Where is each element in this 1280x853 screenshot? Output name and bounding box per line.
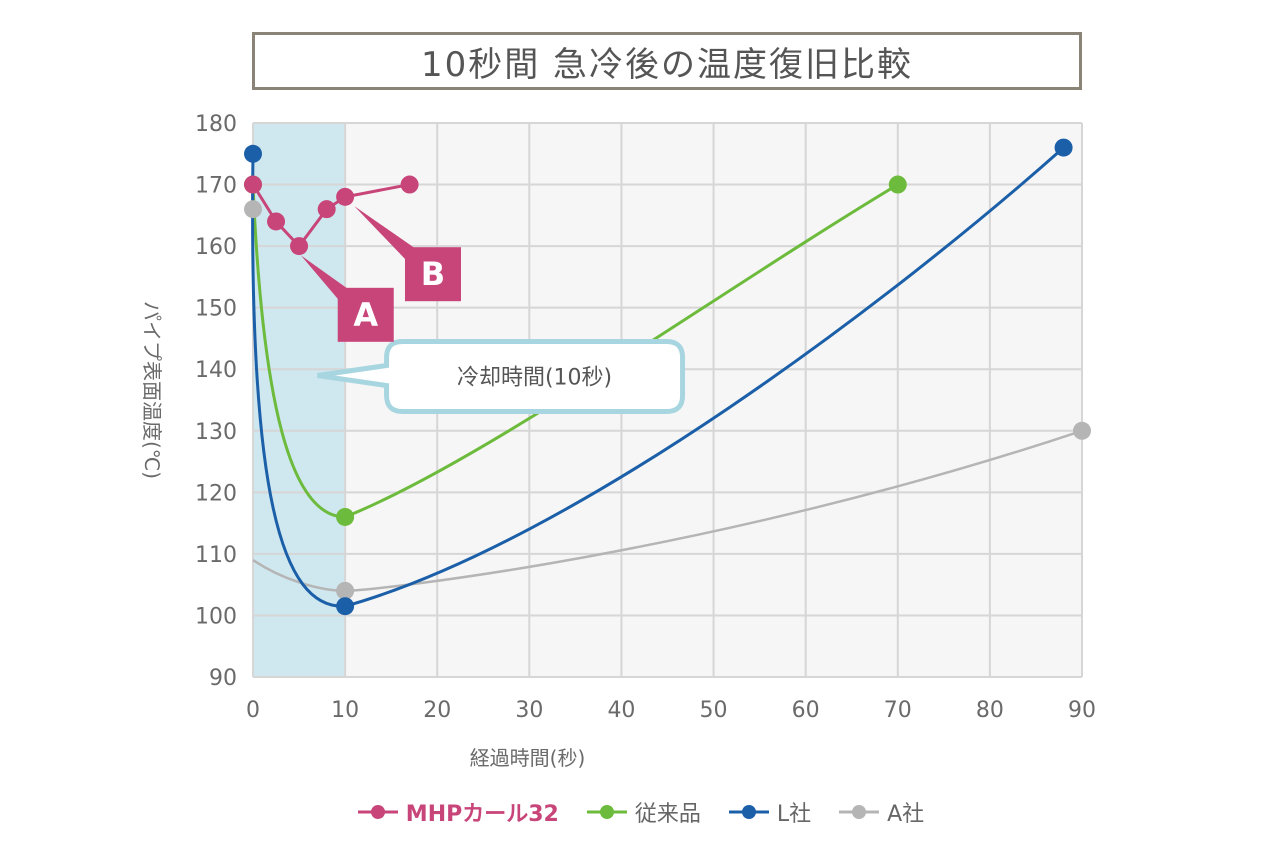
- x-tick-label: 10: [331, 698, 359, 723]
- callout-bubble: [317, 339, 686, 415]
- point-mhp: [317, 200, 336, 219]
- point-l-company: [1054, 138, 1073, 157]
- point-conventional: [336, 507, 355, 526]
- point-conventional: [888, 175, 907, 194]
- x-tick-label: 60: [792, 698, 820, 723]
- legend-marker-a-company: [839, 805, 880, 819]
- point-l-company: [336, 597, 355, 616]
- point-a-company: [1073, 421, 1091, 440]
- x-tick-label: 20: [423, 698, 451, 723]
- y-tick-label: 170: [195, 174, 237, 199]
- legend-label-l-company: L社: [776, 802, 812, 827]
- x-tick-label: 30: [515, 698, 543, 723]
- series-line-conventional: [251, 183, 899, 519]
- legend-item-a-company: A社: [837, 796, 924, 828]
- series-line-a-company: [252, 429, 1083, 593]
- x-tick-label: 80: [976, 698, 1004, 723]
- point-mhp: [336, 187, 355, 206]
- annotation-b-label: B: [421, 255, 445, 293]
- legend-marker-mhp: [357, 805, 398, 819]
- point-mhp: [267, 212, 286, 231]
- y-tick-label: 120: [195, 481, 237, 506]
- y-tick-label: 140: [195, 358, 237, 383]
- legend: MHPカール32 従来品 L社 A社: [0, 795, 1280, 829]
- legend-marker-l-company: [728, 805, 769, 819]
- x-tick-label: 70: [884, 698, 912, 723]
- y-tick-label: 160: [195, 235, 237, 260]
- x-tick-label: 40: [607, 698, 635, 723]
- y-tick-label: 110: [195, 543, 237, 568]
- x-tick-label: 50: [700, 698, 728, 723]
- legend-marker-conventional: [586, 805, 627, 819]
- legend-label-mhp: MHPカール32: [405, 802, 559, 827]
- chart-title: 10秒間 急冷後の温度復旧比較: [252, 32, 1082, 90]
- annotation-a-box: [337, 287, 394, 342]
- legend-item-mhp: MHPカール32: [356, 796, 559, 828]
- legend-item-l-company: L社: [727, 796, 811, 828]
- y-tick-label: 130: [195, 420, 237, 445]
- point-mhp: [400, 175, 419, 194]
- y-tick-label: 150: [195, 297, 237, 322]
- y-axis-label: パイプ表面温度(℃): [140, 301, 164, 479]
- x-tick-label: 0: [246, 698, 260, 723]
- point-l-company: [244, 144, 262, 163]
- legend-label-a-company: A社: [887, 802, 925, 827]
- y-tick-label: 180: [195, 112, 237, 137]
- y-tick-label: 100: [195, 604, 237, 629]
- x-axis-label: 経過時間(秒): [470, 746, 586, 770]
- point-mhp: [244, 175, 262, 194]
- series-line-l-company: [251, 146, 1065, 608]
- legend-label-conventional: 従来品: [634, 802, 701, 827]
- callout-label: 冷却時間(10秒): [457, 366, 612, 391]
- annotation-b-box: [404, 247, 461, 302]
- point-a-company: [336, 581, 355, 600]
- x-tick-label: 90: [1068, 698, 1096, 723]
- y-tick-label: 90: [209, 666, 237, 691]
- annotation-a-label: A: [353, 296, 378, 334]
- point-mhp: [290, 237, 309, 256]
- legend-item-conventional: 従来品: [585, 796, 701, 828]
- point-a-company: [244, 200, 262, 219]
